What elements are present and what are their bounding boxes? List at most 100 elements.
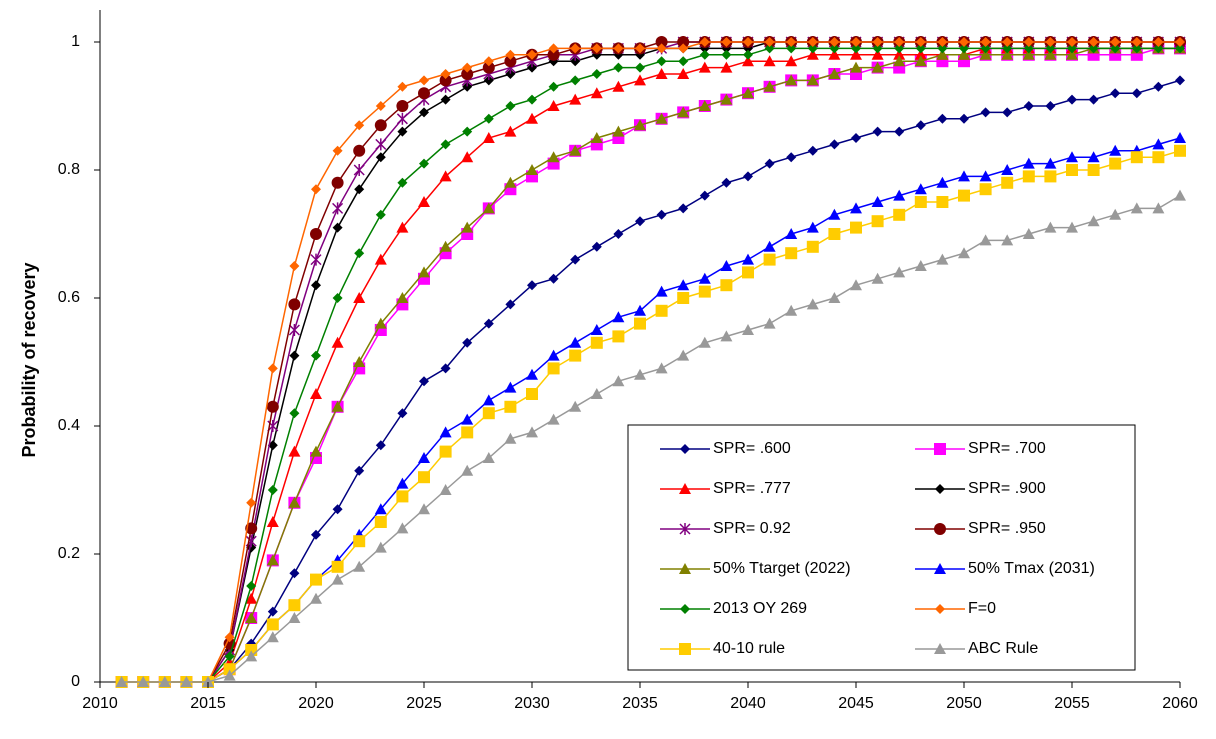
marker xyxy=(483,75,494,86)
marker xyxy=(266,400,279,413)
marker xyxy=(937,113,948,124)
marker xyxy=(850,202,862,214)
marker xyxy=(763,317,776,329)
marker xyxy=(785,74,798,86)
plot-area xyxy=(115,36,1186,688)
marker xyxy=(871,61,884,73)
marker xyxy=(418,196,430,207)
series-line xyxy=(121,194,1181,683)
marker xyxy=(331,560,344,573)
marker xyxy=(764,37,775,47)
marker xyxy=(1067,43,1077,54)
marker xyxy=(612,330,625,343)
y-tick-label: 0.2 xyxy=(58,545,80,562)
marker xyxy=(504,125,517,137)
y-tick-label: 0.8 xyxy=(58,161,80,178)
marker xyxy=(959,113,969,124)
marker xyxy=(224,651,235,662)
marker xyxy=(655,68,668,79)
marker xyxy=(742,55,754,67)
marker xyxy=(547,151,560,163)
marker xyxy=(1087,151,1100,163)
marker xyxy=(655,36,668,48)
marker xyxy=(742,266,754,279)
marker xyxy=(418,471,430,484)
marker xyxy=(764,43,775,54)
marker xyxy=(396,292,409,303)
marker xyxy=(655,304,668,317)
marker xyxy=(698,100,711,111)
marker xyxy=(829,139,840,150)
y-tick-label: 0.6 xyxy=(58,289,80,306)
marker xyxy=(440,69,451,79)
marker xyxy=(332,293,343,303)
marker xyxy=(871,215,884,228)
marker xyxy=(828,228,841,240)
marker xyxy=(871,272,884,284)
marker xyxy=(505,299,516,310)
marker xyxy=(439,170,452,182)
marker xyxy=(634,304,646,316)
marker xyxy=(934,443,946,455)
marker xyxy=(936,176,949,188)
x-tick-label: 2055 xyxy=(1054,695,1090,712)
marker xyxy=(310,253,322,266)
marker xyxy=(742,87,754,99)
marker xyxy=(635,43,645,54)
marker xyxy=(569,144,582,156)
marker xyxy=(353,144,366,157)
marker xyxy=(807,37,818,47)
marker xyxy=(353,292,366,303)
marker xyxy=(483,113,494,124)
marker xyxy=(526,388,538,400)
marker xyxy=(1088,94,1099,105)
marker xyxy=(504,176,517,188)
marker xyxy=(461,151,474,163)
marker xyxy=(613,62,624,73)
marker xyxy=(1087,215,1100,227)
marker xyxy=(418,452,430,463)
marker xyxy=(462,81,473,92)
marker xyxy=(634,317,646,330)
marker xyxy=(332,504,343,515)
marker xyxy=(180,676,193,687)
marker xyxy=(979,234,992,246)
marker xyxy=(590,388,603,399)
marker xyxy=(311,184,321,195)
legend xyxy=(627,424,1136,671)
marker xyxy=(461,426,474,439)
marker xyxy=(698,336,711,348)
marker xyxy=(656,56,667,67)
marker xyxy=(288,324,300,336)
marker xyxy=(354,248,365,259)
marker xyxy=(914,48,927,60)
marker xyxy=(1088,37,1099,47)
marker xyxy=(396,112,408,125)
legend-label: F=0 xyxy=(968,600,996,617)
marker xyxy=(612,80,625,92)
marker xyxy=(397,81,408,92)
marker xyxy=(763,80,776,92)
marker xyxy=(785,228,798,239)
legend-label: SPR= 0.92 xyxy=(713,520,791,537)
marker xyxy=(526,426,538,438)
marker xyxy=(245,650,258,662)
marker xyxy=(570,75,581,86)
marker xyxy=(548,81,559,92)
marker xyxy=(871,48,884,60)
marker xyxy=(311,350,321,361)
marker xyxy=(677,292,690,304)
marker xyxy=(137,676,150,687)
marker xyxy=(786,37,797,47)
marker xyxy=(332,145,343,156)
marker xyxy=(1153,81,1164,92)
marker xyxy=(374,317,387,329)
marker xyxy=(397,408,408,419)
marker xyxy=(311,280,321,291)
marker xyxy=(353,356,366,367)
legend-label: ABC Rule xyxy=(968,640,1038,657)
marker xyxy=(202,676,214,687)
marker xyxy=(699,49,710,60)
marker xyxy=(439,426,452,438)
